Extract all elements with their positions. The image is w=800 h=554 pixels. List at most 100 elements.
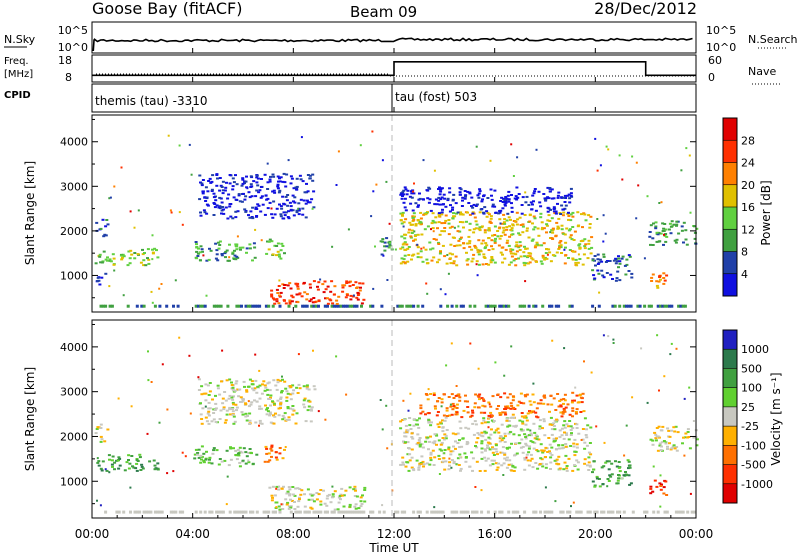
power-echo-cell xyxy=(449,262,453,265)
power-echo-cell xyxy=(267,248,271,251)
power-echo-cell xyxy=(449,204,452,207)
power-echo-cell xyxy=(509,250,513,253)
velocity-echo-cell xyxy=(99,435,103,438)
velocity-echo-cell xyxy=(532,401,536,404)
power-scatter-dot xyxy=(599,164,602,167)
velocity-echo-cell xyxy=(278,508,282,511)
velocity-echo-cell xyxy=(138,453,142,456)
power-scatter-dot xyxy=(133,226,136,229)
power-echo-cell xyxy=(401,214,404,217)
power-echo-cell xyxy=(133,257,137,260)
power-echo-cell xyxy=(510,210,514,213)
power-echo-cell xyxy=(478,211,482,214)
power-ground-scatter xyxy=(258,304,262,308)
velocity-echo-cell xyxy=(563,431,566,434)
power-echo-cell xyxy=(296,282,300,285)
velocity-echo-cell xyxy=(478,398,481,401)
power-echo-cell xyxy=(478,188,482,191)
velocity-echo-cell xyxy=(268,411,272,414)
velocity-ground-scatter xyxy=(674,510,678,514)
velocity-echo-cell xyxy=(498,440,502,443)
power-echo-cell xyxy=(299,178,303,181)
velocity-echo-cell xyxy=(441,426,445,429)
velocity-echo-cell xyxy=(210,420,214,423)
power-echo-cell xyxy=(440,222,444,225)
velocity-echo-cell xyxy=(668,442,671,445)
velocity-scatter-dot xyxy=(117,397,120,400)
velocity-echo-cell xyxy=(437,439,441,442)
velocity-echo-cell xyxy=(292,389,296,392)
velocity-scatter-dot xyxy=(96,499,98,502)
velocity-echo-cell xyxy=(608,474,612,477)
velocity-echo-cell xyxy=(422,463,426,466)
velocity-echo-cell xyxy=(231,395,235,398)
velocity-ground-scatter xyxy=(559,510,563,514)
velocity-echo-cell xyxy=(127,467,131,470)
power-echo-cell xyxy=(543,258,547,261)
velocity-ground-scatter xyxy=(645,510,649,514)
power-echo-cell xyxy=(410,196,414,199)
velocity-ground-scatter xyxy=(237,510,241,514)
velocity-echo-cell xyxy=(426,436,430,439)
power-echo-cell xyxy=(151,252,155,255)
velocity-echo-cell xyxy=(359,505,363,508)
power-echo-cell xyxy=(499,200,503,202)
velocity-scatter-dot xyxy=(188,354,191,357)
velocity-echo-cell xyxy=(471,409,474,412)
power-echo-cell xyxy=(463,197,467,200)
velocity-echo-cell xyxy=(272,422,276,425)
power-echo-cell xyxy=(662,243,665,246)
power-echo-cell xyxy=(253,246,257,249)
velocity-echo-cell xyxy=(497,431,501,434)
power-echo-cell xyxy=(233,249,236,252)
power-echo-cell xyxy=(99,261,103,264)
power-scatter-dot xyxy=(335,184,338,186)
velocity-echo-cell xyxy=(561,411,565,414)
velocity-echo-cell xyxy=(410,436,414,438)
power-echo-cell xyxy=(441,208,444,211)
power-echo-cell xyxy=(295,188,299,191)
velocity-ground-scatter xyxy=(432,510,436,514)
velocity-scatter-dot xyxy=(445,364,448,367)
velocity-echo-cell xyxy=(491,463,495,466)
power-echo-cell xyxy=(507,216,511,219)
power-echo-cell xyxy=(468,240,472,243)
power-echo-cell xyxy=(228,205,232,208)
velocity-colorbar-frame xyxy=(722,329,738,504)
velocity-echo-cell xyxy=(303,406,307,409)
velocity-echo-cell xyxy=(284,498,288,501)
power-echo-cell xyxy=(568,197,572,200)
power-echo-cell xyxy=(507,200,511,203)
power-echo-cell xyxy=(459,188,463,191)
power-echo-cell xyxy=(504,201,508,204)
power-echo-cell xyxy=(555,251,559,254)
power-echo-cell xyxy=(277,180,280,183)
velocity-echo-cell xyxy=(275,485,279,488)
power-echo-cell xyxy=(489,188,493,191)
power-echo-cell xyxy=(437,241,440,244)
power-ground-scatter xyxy=(659,304,662,308)
power-scatter-dot xyxy=(389,242,391,245)
velocity-echo-cell xyxy=(289,498,292,501)
power-echo-cell xyxy=(601,274,605,277)
power-echo-cell xyxy=(290,177,294,180)
power-echo-cell xyxy=(341,290,345,293)
velocity-scatter-dot xyxy=(104,468,107,471)
velocity-echo-cell xyxy=(566,403,570,406)
power-echo-cell xyxy=(487,227,491,230)
velocity-echo-cell xyxy=(551,423,554,426)
velocity-scatter-dot xyxy=(652,465,655,468)
power-echo-cell xyxy=(521,223,525,226)
velocity-ground-scatter xyxy=(588,510,592,514)
velocity-echo-cell xyxy=(565,465,569,467)
power-echo-cell xyxy=(268,238,272,241)
velocity-ground-scatter xyxy=(416,510,420,514)
velocity-ground-scatter xyxy=(242,510,246,514)
velocity-ground-scatter xyxy=(235,510,239,514)
velocity-ground-scatter xyxy=(203,510,207,514)
power-scatter-dot xyxy=(120,166,123,169)
velocity-echo-cell xyxy=(248,412,252,415)
power-echo-cell xyxy=(475,203,479,206)
velocity-echo-cell xyxy=(615,465,619,468)
power-echo-cell xyxy=(224,256,227,259)
